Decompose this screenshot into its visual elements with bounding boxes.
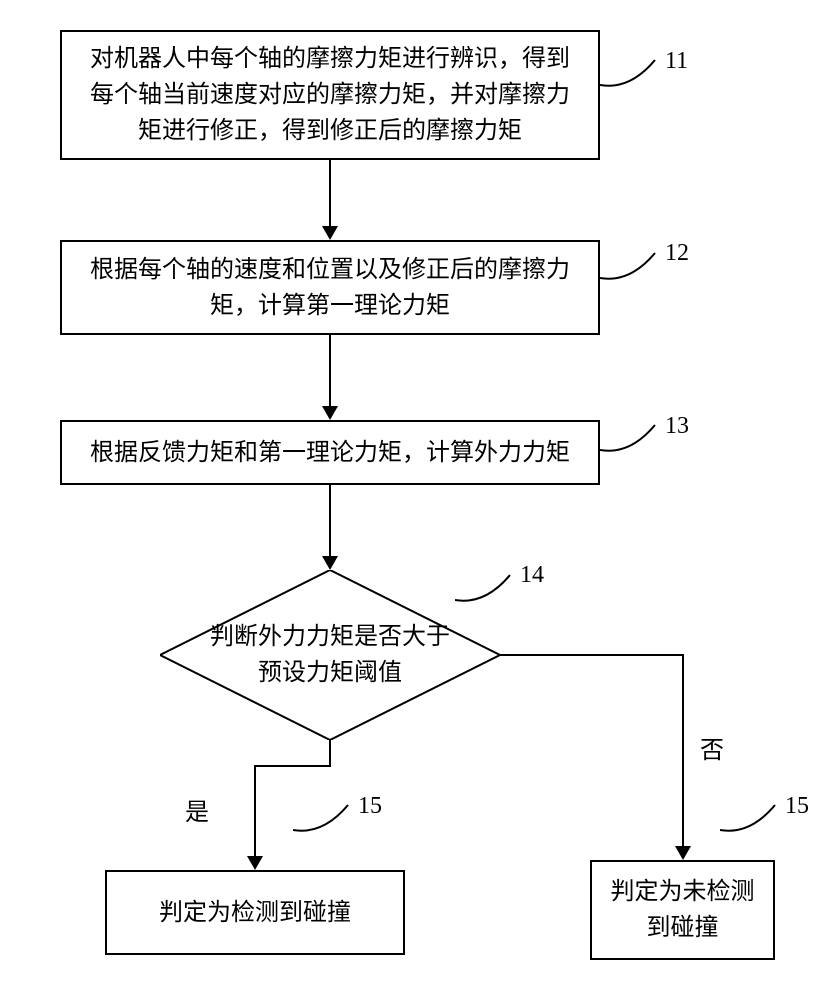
yes-label: 是 — [185, 792, 209, 827]
result-no-label: 15 — [785, 793, 809, 820]
no-label: 否 — [700, 730, 724, 765]
step3-box: 根据反馈力矩和第一理论力矩，计算外力力矩 — [60, 420, 600, 485]
arrow-3-4 — [329, 485, 331, 556]
result-yes-text: 判定为检测到碰撞 — [159, 895, 351, 931]
step2-text: 根据每个轴的速度和位置以及修正后的摩擦力矩，计算第一理论力矩 — [80, 252, 580, 324]
arrow-head-yes — [247, 856, 263, 870]
arrow-yes-v2 — [254, 765, 256, 856]
step2-box: 根据每个轴的速度和位置以及修正后的摩擦力矩，计算第一理论力矩 — [60, 240, 600, 335]
result-yes-label: 15 — [358, 793, 382, 820]
step3-text: 根据反馈力矩和第一理论力矩，计算外力力矩 — [90, 435, 570, 471]
arrow-head-1-2 — [322, 226, 338, 240]
result-no-box: 判定为未检测到碰撞 — [590, 860, 775, 960]
step1-text: 对机器人中每个轴的摩擦力矩进行辨识，得到每个轴当前速度对应的摩擦力矩，并对摩擦力… — [80, 41, 580, 149]
result-yes-box: 判定为检测到碰撞 — [105, 870, 405, 955]
arrow-no-h — [500, 654, 682, 656]
result-no-text: 判定为未检测到碰撞 — [610, 874, 755, 946]
arrow-head-2-3 — [322, 406, 338, 420]
arrow-yes-v1 — [329, 740, 331, 765]
step2-label: 12 — [665, 240, 689, 267]
arrow-head-3-4 — [322, 556, 338, 570]
step3-label: 13 — [665, 413, 689, 440]
arrow-1-2 — [329, 160, 331, 226]
step1-box: 对机器人中每个轴的摩擦力矩进行辨识，得到每个轴当前速度对应的摩擦力矩，并对摩擦力… — [60, 30, 600, 160]
decision-text: 判断外力力矩是否大于预设力矩阈值 — [210, 619, 450, 691]
arrow-2-3 — [329, 335, 331, 406]
arrow-head-no — [675, 846, 691, 860]
step1-label: 11 — [665, 48, 688, 75]
arrow-yes-h — [254, 765, 331, 767]
decision-label: 14 — [520, 562, 544, 589]
decision-diamond: 判断外力力矩是否大于预设力矩阈值 — [160, 570, 500, 740]
arrow-no-v — [682, 654, 684, 846]
